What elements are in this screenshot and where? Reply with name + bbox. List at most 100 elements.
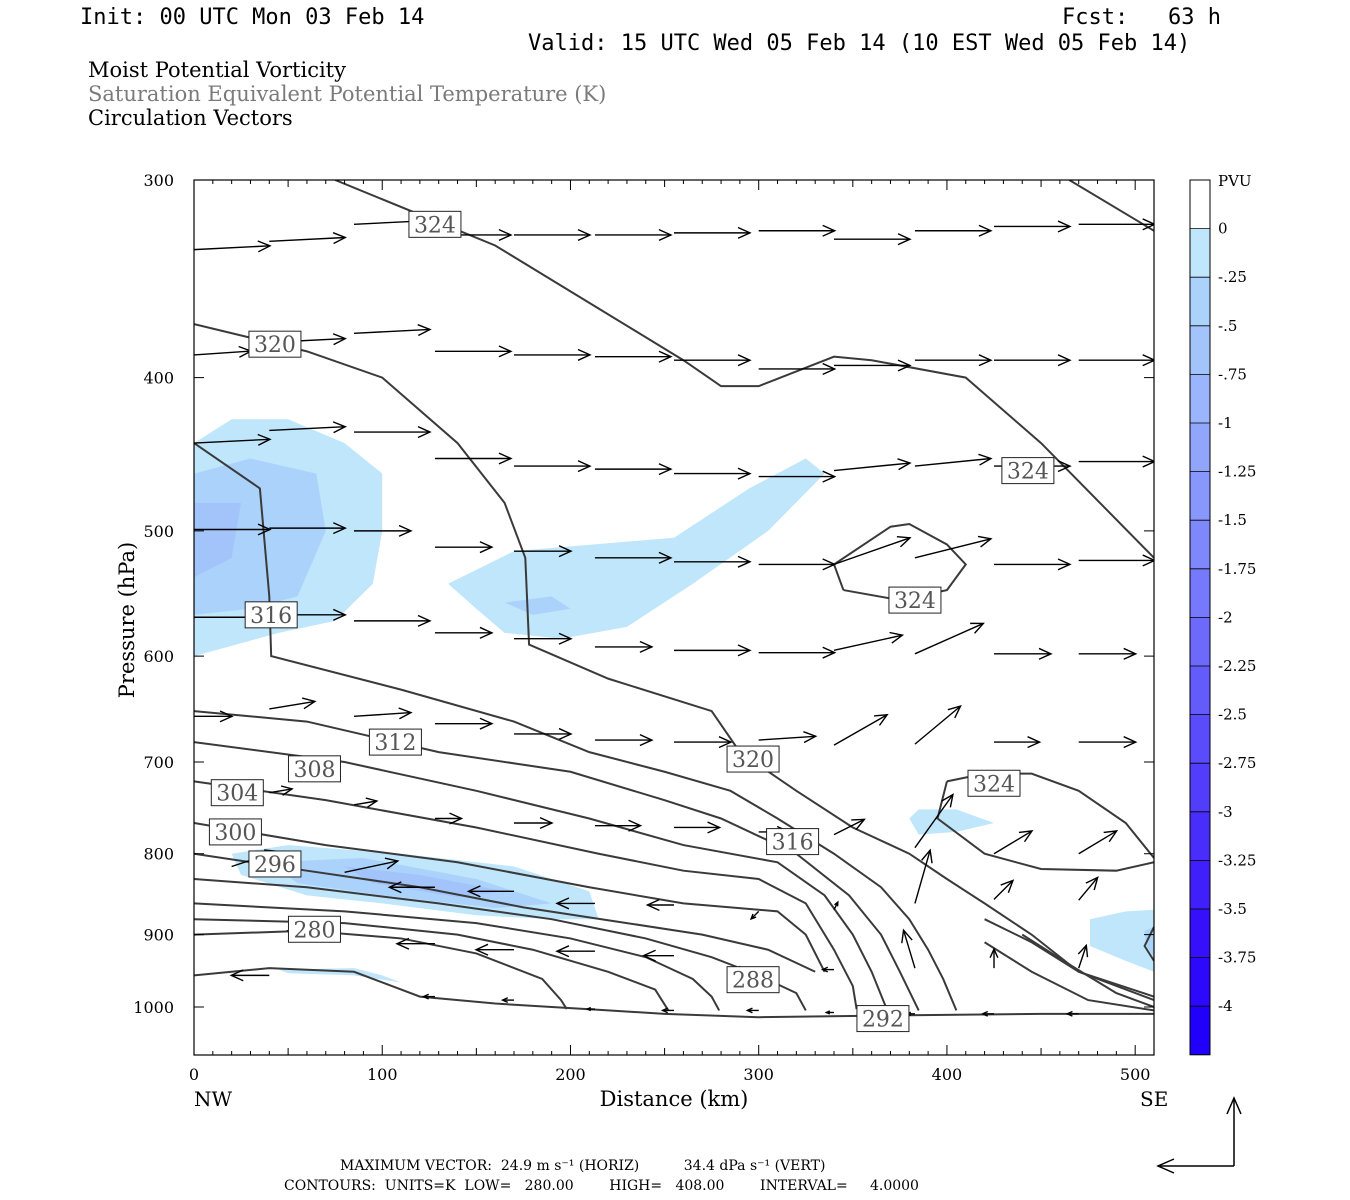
circulation-vector [1078,876,1099,901]
x-tick-label: 500 [1120,1065,1151,1084]
colorbar-label: -1.25 [1218,463,1256,481]
circulation-vector [1078,218,1154,231]
endpoint-left: NW [194,1087,233,1111]
theta-contour [334,180,1154,559]
circulation-vector [353,707,413,720]
contour-label-text: 324 [1007,460,1049,485]
colorbar-label: -3.75 [1218,949,1256,967]
circulation-vector [1078,354,1154,367]
plot-frame [193,179,1155,1056]
reference-vector-icon [1156,1096,1242,1174]
field-title-mpv: Moist Potential Vorticity [88,58,346,82]
circulation-vector [514,460,592,473]
contour-label: 324 [888,586,942,614]
colorbar-band [1190,617,1210,666]
circulation-vector [434,717,494,730]
circulation-vector [1078,455,1154,468]
circulation-vector [914,705,962,745]
colorbar-label: -2.75 [1218,754,1256,772]
colorbar-label: 0 [1218,220,1228,238]
colorbar-band [1190,568,1210,618]
circulation-vector [434,812,464,825]
contour-label: 300 [208,818,262,846]
circulation-vector [594,228,673,242]
colorbar-label: -3.25 [1218,851,1256,869]
circulation-vector [980,1010,994,1017]
circulation-vector [674,555,752,568]
contour-label-text: 324 [894,589,936,614]
contour-label-text: 324 [414,213,456,238]
circulation-vector [387,881,435,894]
contour-label-text: 324 [973,772,1015,797]
init-time: Init: 00 UTC Mon 03 Feb 14 [80,5,425,30]
circulation-vector [834,359,912,372]
theta-es-contours [194,180,1154,1019]
theta-contour [1021,933,1154,1008]
colorbar-band [1190,374,1210,423]
circulation-vector [749,910,760,921]
contour-label: 308 [287,755,341,783]
circulation-vector [820,966,834,973]
circulation-vector [993,830,1034,855]
circulation-vector [1065,1010,1079,1017]
circulation-vector [745,1007,759,1014]
theta-contour [194,878,807,1011]
y-tick-label: 700 [143,753,174,772]
theta-contour [194,323,1154,1002]
contour-label-text: 308 [293,758,335,783]
contour-label: 292 [856,1005,910,1033]
contour-label: 320 [726,745,780,773]
y-tick-label: 400 [143,369,174,388]
circulation-vector [993,879,1015,900]
colorbar-band [1190,180,1210,229]
colorbar-title: PVU [1218,172,1252,190]
circulation-vector [989,947,999,969]
circulation-vector [1078,830,1119,855]
circulation-vector [269,697,317,710]
colorbar-label: -.5 [1218,317,1237,335]
circulation-vector [674,467,752,480]
circulation-vector [434,626,494,639]
y-tick-label: 800 [143,845,174,864]
colorbar-band [1190,471,1210,521]
circulation-vector [674,736,733,749]
pv-region [194,502,242,578]
circulation-vector [585,1006,595,1012]
y-tick-label: 900 [143,926,174,945]
colorbar-band [1190,520,1210,569]
contour-label-text: 312 [374,731,416,756]
colorbar-band [1190,763,1210,812]
circulation-vector [514,816,554,830]
theta-contour [1143,926,1154,962]
circulation-vector [353,797,379,808]
forecast-hour: Fcst: 63 h [1062,5,1221,30]
colorbar-band [1190,860,1210,909]
circulation-vector [1078,736,1138,749]
y-axis: 300 400 500 600 700 800 900 1000 [133,171,1154,1017]
colorbar-band [1190,1006,1210,1055]
pv-shading [194,419,1154,983]
x-tick-label: 0 [189,1065,199,1084]
circulation-vector [758,558,837,571]
colorbar-band [1190,325,1210,375]
circulation-vector [914,848,933,904]
contour-label: 296 [248,850,302,878]
colorbar-label: -2.25 [1218,657,1256,675]
contour-label: 312 [368,728,422,756]
circulation-vector [474,943,514,956]
y-tick-label: 600 [143,647,174,666]
colorbar-band [1190,228,1210,278]
circulation-vector [674,821,722,834]
theta-contour [194,780,858,1010]
circulation-vector [1078,554,1154,567]
circulation-vector [1078,647,1138,660]
circulation-vector [514,632,573,645]
theta-contour [1068,180,1154,232]
circulation-vector [994,220,1072,233]
circulation-vector [194,710,234,723]
circulation-vector [1077,943,1089,969]
y-tick-label: 300 [143,171,174,190]
circulation-vector [758,224,837,237]
x-axis-label: Distance (km) [600,1087,749,1111]
circulation-vector [354,524,413,537]
